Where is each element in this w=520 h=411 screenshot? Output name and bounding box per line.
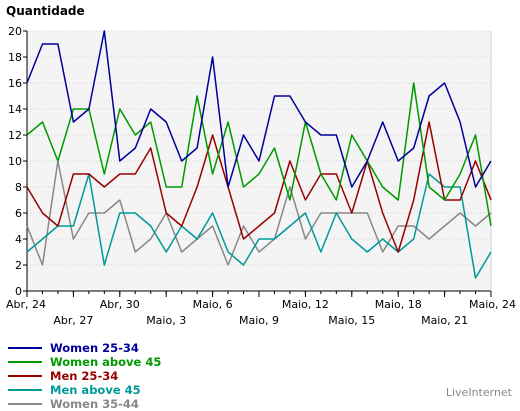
x-tick-label: Abr, 30 xyxy=(100,298,140,311)
legend-item-men-above-45: Men above 45 xyxy=(8,383,161,397)
x-tick-label: Abr, 27 xyxy=(53,314,93,327)
y-axis-title: Quantidade xyxy=(6,4,85,18)
series-line-men-25-34 xyxy=(26,121,492,253)
legend-swatch xyxy=(8,403,42,405)
legend-label: Men above 45 xyxy=(50,383,141,397)
x-tick-label: Maio, 6 xyxy=(193,298,233,311)
x-tick-label: Maio, 3 xyxy=(146,314,186,327)
y-tick-label: 0 xyxy=(15,285,22,298)
legend-swatch xyxy=(8,347,42,349)
series-line-women-above-45 xyxy=(26,82,492,227)
legend-label: Women above 45 xyxy=(50,355,162,369)
x-tick-label: Maio, 18 xyxy=(375,298,422,311)
series-line-men-above-45 xyxy=(26,173,492,279)
y-tick-label: 12 xyxy=(8,129,22,142)
y-tick-label: 16 xyxy=(8,77,22,90)
legend-swatch xyxy=(8,389,42,391)
y-tick-label: 18 xyxy=(8,51,22,64)
y-tick-label: 2 xyxy=(15,259,22,272)
x-tick-label: Abr, 24 xyxy=(6,298,46,311)
series-line-women-25-34 xyxy=(26,30,492,188)
x-tick-label: Maio, 12 xyxy=(282,298,329,311)
y-tick-label: 10 xyxy=(8,155,22,168)
series-line-women-35-44 xyxy=(26,160,492,266)
legend-label: Women 35-44 xyxy=(50,397,139,411)
x-tick-label: Maio, 9 xyxy=(239,314,279,327)
legend-item-women-above-45: Women above 45 xyxy=(8,355,161,369)
legend: Women 25-34 Women above 45 Men 25-34 Men… xyxy=(8,341,161,411)
series-lines xyxy=(26,30,492,279)
y-tick-label: 8 xyxy=(15,181,22,194)
legend-label: Women 25-34 xyxy=(50,341,139,355)
y-tick-labels: 0 2 4 6 8 10 12 14 16 18 20 xyxy=(8,25,22,298)
x-tick-label: Maio, 24 xyxy=(469,298,516,311)
brand-label[interactable]: LiveInternet xyxy=(445,386,512,399)
legend-swatch xyxy=(8,375,42,377)
legend-label: Men 25-34 xyxy=(50,369,119,383)
legend-swatch xyxy=(8,361,42,363)
x-tick-label: Maio, 21 xyxy=(421,314,468,327)
y-tick-label: 20 xyxy=(8,25,22,38)
legend-item-women-35-44: Women 35-44 xyxy=(8,397,161,411)
y-tick-label: 14 xyxy=(8,103,22,116)
legend-item-women-25-34: Women 25-34 xyxy=(8,341,161,355)
x-tick-label: Maio, 15 xyxy=(328,314,375,327)
y-tick-label: 6 xyxy=(15,207,22,220)
y-tick-label: 4 xyxy=(15,233,22,246)
x-tick-labels: Abr, 24 Abr, 27 Abr, 30 Maio, 3 Maio, 6 Maio,… xyxy=(6,298,516,327)
legend-item-men-25-34: Men 25-34 xyxy=(8,369,161,383)
